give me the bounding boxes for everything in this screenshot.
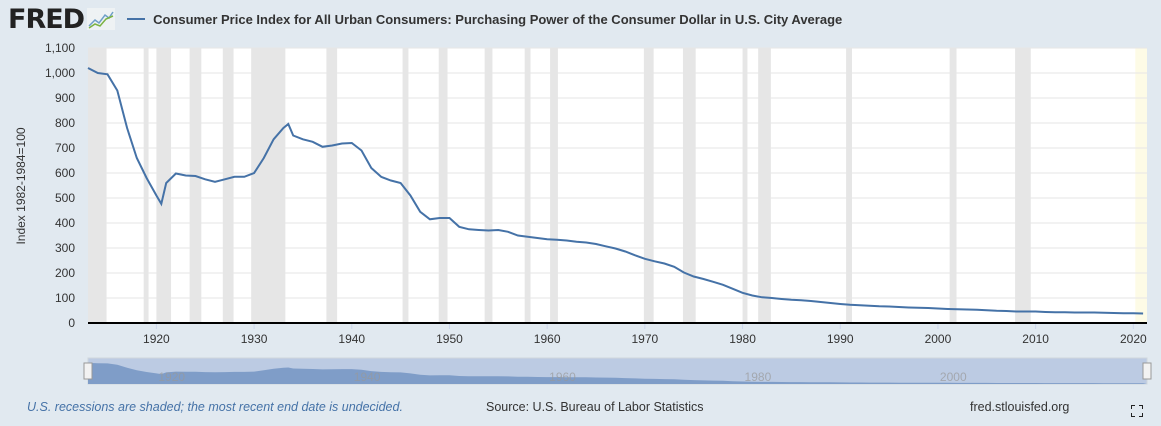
recession-band	[1015, 48, 1031, 323]
recession-band	[524, 48, 531, 323]
x-tick-label: 2000	[925, 332, 952, 346]
recession-band	[189, 48, 202, 323]
y-tick-label: 100	[55, 291, 75, 305]
recession-band	[156, 48, 172, 323]
y-tick-label: 600	[55, 166, 75, 180]
source-text: Source: U.S. Bureau of Labor Statistics	[486, 400, 704, 414]
navigator-right-handle[interactable]	[1142, 362, 1152, 380]
navigator-tick-label: 1980	[745, 370, 772, 384]
recession-note: U.S. recessions are shaded; the most rec…	[27, 400, 403, 414]
undecided-recession-band	[1135, 48, 1147, 323]
x-tick-label: 1920	[143, 332, 170, 346]
x-tick-label: 2020	[1120, 332, 1147, 346]
x-tick-label: 1950	[436, 332, 463, 346]
y-tick-label: 200	[55, 266, 75, 280]
recession-band	[758, 48, 771, 323]
y-tick-label: 500	[55, 191, 75, 205]
site-link[interactable]: fred.stlouisfed.org	[970, 400, 1070, 414]
navigator-left-handle[interactable]	[83, 362, 93, 380]
recession-band	[742, 48, 748, 323]
x-tick-label: 1990	[827, 332, 854, 346]
navigator-area	[88, 362, 1147, 384]
x-tick-label: 1930	[241, 332, 268, 346]
recession-band	[222, 48, 234, 323]
recession-band	[550, 48, 558, 323]
fullscreen-icon[interactable]	[1131, 405, 1143, 417]
recession-band	[949, 48, 957, 323]
recession-band	[682, 48, 696, 323]
navigator-tick-label: 1960	[549, 370, 576, 384]
line-chart[interactable]: 0 100 200 300 400 500 600 700 800 900 1,000 1,100 1…	[0, 0, 1161, 395]
x-tick-label: 1960	[534, 332, 561, 346]
x-tick-label: 1940	[338, 332, 365, 346]
y-tick-label: 1,100	[45, 41, 75, 55]
recession-band	[251, 48, 286, 323]
legend-label: Consumer Price Index for All Urban Consu…	[153, 11, 843, 27]
recession-band	[438, 48, 448, 323]
navigator-tick-label: 1940	[354, 370, 381, 384]
recession-band	[484, 48, 493, 323]
x-tick-label: 2010	[1022, 332, 1049, 346]
y-tick-label: 900	[55, 91, 75, 105]
recession-band	[402, 48, 409, 323]
x-tick-label: 1970	[632, 332, 659, 346]
navigator-tick-label: 1920	[158, 370, 185, 384]
y-tick-label: 800	[55, 116, 75, 130]
y-tick-label: 0	[68, 316, 75, 330]
navigator[interactable]: 1920 1940 1960 1980 2000	[83, 357, 1152, 385]
fred-logo[interactable]: FRED	[8, 3, 85, 35]
plot-area	[88, 48, 1147, 323]
legend-item[interactable]: Consumer Price Index for All Urban Consu…	[127, 12, 842, 27]
y-tick-label: 700	[55, 141, 75, 155]
legend-swatch	[127, 18, 146, 20]
y-axis-label: Index 1982-1984=100	[14, 127, 28, 244]
navigator-tick-label: 2000	[940, 370, 967, 384]
x-tick-label: 1980	[729, 332, 756, 346]
y-tick-label: 300	[55, 241, 75, 255]
chart-header: FRED Consumer Price Index for All Urban …	[8, 3, 842, 35]
y-tick-label: 1,000	[45, 66, 75, 80]
series-line	[87, 67, 1144, 315]
recession-band	[643, 48, 654, 323]
recession-band	[846, 48, 852, 323]
recession-band	[326, 48, 338, 323]
recession-band	[143, 48, 149, 323]
recession-band	[88, 48, 107, 323]
y-tick-label: 400	[55, 216, 75, 230]
fred-graph-icon	[87, 8, 116, 30]
